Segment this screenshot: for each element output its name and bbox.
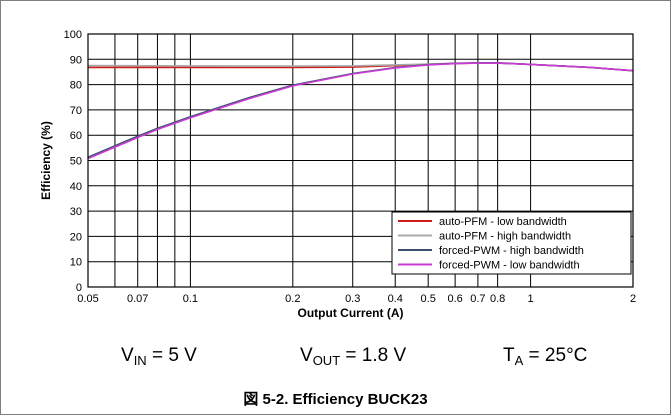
x-tick-label: 0.1 [183, 293, 198, 305]
vout-condition: VOUT = 1.8 V [300, 345, 407, 368]
x-tick-label: 0.3 [345, 293, 360, 305]
y-tick-label: 60 [70, 130, 82, 142]
y-tick-label: 30 [70, 206, 82, 218]
y-tick-label: 40 [70, 181, 82, 193]
legend-label: forced-PWM - high bandwidth [439, 245, 584, 257]
series-layer [87, 61, 634, 160]
figure-caption: 図 5-2. Efficiency BUCK23 [243, 391, 428, 408]
vin-condition: VIN = 5 V [121, 345, 197, 368]
ta-condition: TA = 25°C [503, 345, 588, 368]
legend-label: auto-PFM - high bandwidth [439, 231, 571, 243]
x-tick-label: 0.6 [447, 293, 462, 305]
x-tick-label: 0.7 [470, 293, 485, 305]
x-tick-label: 2 [630, 293, 636, 305]
y-axis-title: Efficiency (%) [39, 121, 53, 200]
x-tick-label: 0.5 [421, 293, 436, 305]
x-axis-title: Output Current (A) [298, 306, 404, 320]
y-tick-label: 20 [70, 231, 82, 243]
x-tick-label: 0.07 [127, 293, 148, 305]
y-tick-label: 80 [70, 80, 82, 92]
x-tick-label: 0.05 [77, 293, 98, 305]
y-tick-label: 0 [76, 282, 82, 294]
axis-layer: 0 10 20 30 40 50 60 70 80 90 100 0.05 0.07 0.1 0.2 0.3 0… [39, 29, 636, 320]
legend-label: auto-PFM - low bandwidth [439, 216, 567, 228]
x-tick-label: 0.4 [388, 293, 403, 305]
legend-label: forced-PWM - low bandwidth [439, 260, 580, 272]
y-tick-label: 50 [70, 156, 82, 168]
series-line-4 [87, 62, 634, 160]
y-tick-label: 90 [70, 54, 82, 66]
x-tick-label: 0.8 [490, 293, 505, 305]
x-tick-label: 1 [528, 293, 534, 305]
y-tick-label: 10 [70, 257, 82, 269]
series-line-1 [88, 62, 634, 72]
y-tick-label: 70 [70, 105, 82, 117]
legend: auto-PFM - low bandwidth auto-PFM - high … [391, 211, 632, 275]
efficiency-chart: 0 10 20 30 40 50 60 70 80 90 100 0.05 0.07 0.1 0.2 0.3 0… [39, 29, 636, 320]
plot-border [87, 33, 634, 288]
x-tick-label: 0.2 [285, 293, 300, 305]
y-tick-label: 100 [64, 29, 82, 41]
